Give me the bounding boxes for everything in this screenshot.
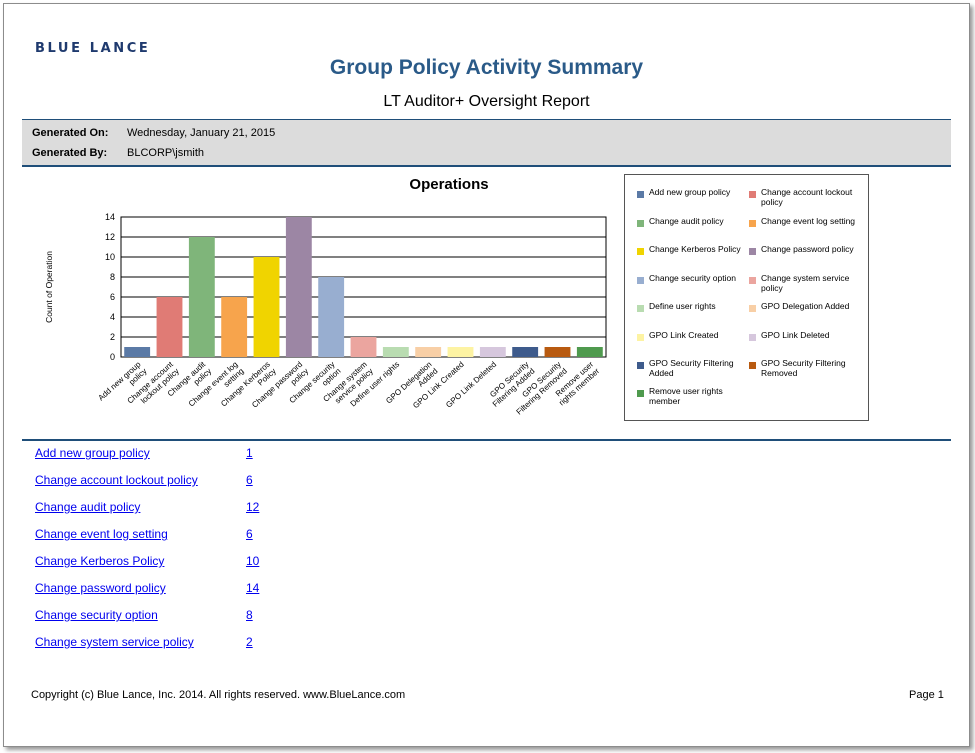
legend-swatch (749, 334, 756, 341)
legend-label: Change security option (649, 273, 736, 283)
y-tick-label: 10 (105, 252, 115, 262)
list-item: Change account lockout policy 6 (35, 473, 253, 487)
bar-3 (188, 237, 215, 357)
operation-link[interactable]: Add new group policy (35, 446, 150, 460)
legend-swatch (637, 334, 644, 341)
operation-link[interactable]: Change audit policy (35, 500, 141, 514)
report-info-panel: Generated On: Wednesday, January 21, 201… (22, 119, 951, 167)
y-tick-label: 2 (110, 332, 115, 342)
operation-link[interactable]: Change event log setting (35, 527, 168, 541)
bar-12 (479, 347, 506, 357)
operation-link[interactable]: Change Kerberos Policy (35, 554, 165, 568)
bar-2 (156, 297, 183, 357)
y-tick-label: 12 (105, 232, 115, 242)
bar-6 (285, 217, 312, 357)
generated-by-value: BLCORP\jsmith (127, 147, 205, 159)
bar-15 (576, 347, 603, 357)
legend-label: GPO Link Created (649, 330, 719, 340)
legend-swatch (749, 305, 756, 312)
legend-label: Add new group policy (649, 187, 731, 197)
report-page: BLUE LANCE Group Policy Activity Summary… (3, 3, 970, 747)
operation-count-link[interactable]: 14 (246, 581, 260, 595)
legend-label: Change event log setting (761, 216, 856, 226)
chart-title: Operations (409, 176, 489, 193)
operation-count-link[interactable]: 6 (246, 527, 253, 541)
operation-link[interactable]: Change password policy (35, 581, 166, 595)
bar-9 (382, 347, 409, 357)
generated-on-label: Generated On: (32, 127, 109, 139)
list-item: Change event log setting 6 (35, 527, 253, 541)
legend-label: Define user rights (649, 301, 716, 311)
bar-11 (447, 347, 474, 357)
legend-swatch (749, 191, 756, 198)
y-tick-label: 8 (110, 272, 115, 282)
legend-label: Change system service policy (761, 273, 850, 293)
y-tick-label: 6 (110, 292, 115, 302)
operation-link[interactable]: Change system service policy (35, 635, 194, 649)
operation-count-link[interactable]: 2 (246, 635, 253, 649)
legend-swatch (637, 390, 644, 397)
y-axis-label: Count of Operation (44, 251, 54, 323)
page-number: Page 1 (909, 689, 944, 701)
operation-count-link[interactable]: 8 (246, 608, 253, 622)
legend-swatch (637, 191, 644, 198)
bar-7 (318, 277, 345, 357)
legend-swatch (637, 362, 644, 369)
operation-count-link[interactable]: 6 (246, 473, 253, 487)
operation-count-link[interactable]: 10 (246, 554, 260, 568)
legend-swatch (637, 305, 644, 312)
list-item: Add new group policy 1 (35, 446, 253, 460)
list-item: Change audit policy 12 (35, 500, 259, 514)
bar-1 (124, 347, 151, 357)
bar-14 (544, 347, 571, 357)
operation-count-link[interactable]: 1 (246, 446, 253, 460)
operation-link[interactable]: Change security option (35, 608, 158, 622)
legend-label: Change Kerberos Policy (649, 244, 741, 254)
bar-5 (253, 257, 280, 357)
list-item: Change password policy 14 (35, 581, 259, 595)
legend-label: Change password policy (761, 244, 854, 254)
legend-swatch (749, 277, 756, 284)
legend-label: GPO Link Deleted (761, 330, 830, 340)
section-divider (22, 439, 951, 441)
copyright-footer: Copyright (c) Blue Lance, Inc. 2014. All… (31, 689, 406, 701)
bar-10 (415, 347, 442, 357)
legend-swatch (749, 362, 756, 369)
generated-by-label: Generated By: (32, 147, 108, 159)
list-item: Change Kerberos Policy 10 (35, 554, 259, 568)
legend-swatch (637, 248, 644, 255)
legend-swatch (637, 277, 644, 284)
chart-legend: Add new group policy Change account locko… (624, 174, 869, 421)
bar-4 (221, 297, 248, 357)
generated-on-value: Wednesday, January 21, 2015 (127, 127, 276, 139)
report-title: Group Policy Activity Summary (329, 56, 644, 79)
legend-swatch (749, 220, 756, 227)
legend-label: GPO Security Filtering Added (649, 358, 734, 378)
operation-link[interactable]: Change account lockout policy (35, 473, 198, 487)
legend-label: GPO Delegation Added (761, 301, 850, 311)
legend-label: Change audit policy (649, 216, 724, 226)
bar-13 (512, 347, 539, 357)
legend-swatch (749, 248, 756, 255)
operation-count-link[interactable]: 12 (246, 500, 260, 514)
report-subtitle: LT Auditor+ Oversight Report (383, 93, 590, 110)
legend-label: Change account lockout policy (761, 187, 853, 207)
list-item: Change system service policy 2 (35, 635, 253, 649)
legend-label: GPO Security Filtering Removed (761, 358, 846, 378)
y-tick-label: 14 (105, 212, 115, 222)
y-tick-label: 4 (110, 312, 115, 322)
list-item: Change security option 8 (35, 608, 253, 622)
legend-label: Remove user rights member (649, 386, 723, 406)
y-tick-label: 0 (110, 352, 115, 362)
legend-swatch (637, 220, 644, 227)
blue-lance-logo: BLUE LANCE (35, 41, 151, 56)
bar-8 (350, 337, 377, 357)
